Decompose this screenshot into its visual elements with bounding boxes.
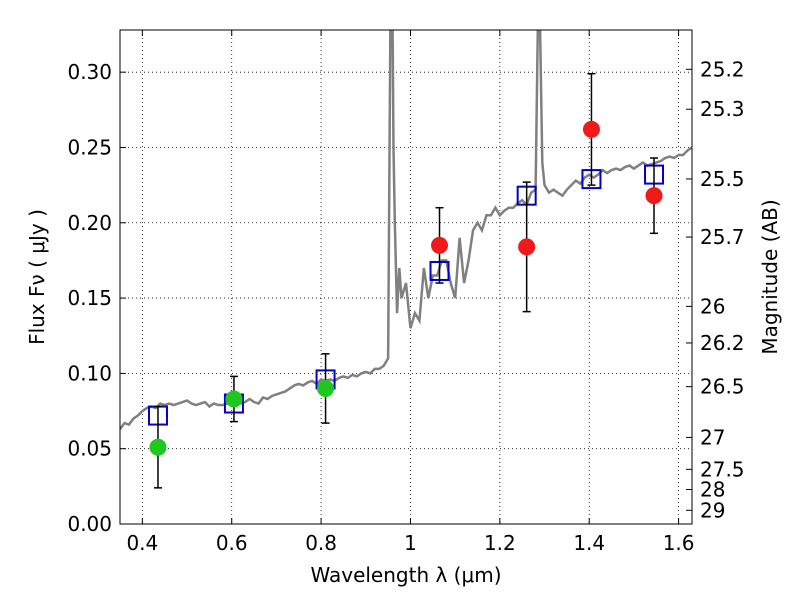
y-tick-label: 0.25 — [67, 135, 112, 159]
marker-layer — [147, 72, 665, 489]
x-tick-label: 0.4 — [126, 531, 158, 555]
right-tick-label: 26.5 — [700, 375, 745, 399]
y-tick-label: 0.05 — [67, 437, 112, 461]
x-tick-label: 0.6 — [216, 531, 248, 555]
observed-point-marker — [582, 120, 600, 138]
y-tick-label: 0.20 — [67, 211, 112, 235]
y-tick-label: 0.00 — [67, 512, 112, 536]
right-axis-label: Magnitude (AB) — [758, 199, 782, 354]
x-axis-label: Wavelength λ (μm) — [310, 563, 501, 587]
y-tick-label: 0.30 — [67, 60, 112, 84]
x-tick-label: 1.4 — [573, 531, 605, 555]
observed-point-marker — [225, 390, 243, 408]
spectrum-line-layer — [120, 30, 692, 430]
right-tick-label: 28 — [700, 478, 725, 502]
x-tick-label: 1 — [404, 531, 417, 555]
x-tick-label: 0.8 — [305, 531, 337, 555]
right-tick-label: 29 — [700, 498, 725, 522]
right-tick-label: 26.2 — [700, 331, 745, 355]
right-tick-label: 25.5 — [700, 167, 745, 191]
y-tick-label: 0.15 — [67, 286, 112, 310]
observed-point-marker — [149, 438, 167, 456]
tick-layer: 0.4 0.6 0.8 1 1.2 1.4 1.6 0.00 0.05 0.10 0.15 0.20 0… — [67, 30, 745, 555]
y-axis-label: Flux Fν ( μJy ) — [25, 209, 49, 345]
y-tick-label: 0.10 — [67, 361, 112, 385]
x-tick-label: 1.2 — [484, 531, 516, 555]
observed-point-marker — [645, 187, 663, 205]
right-tick-label: 25.7 — [700, 225, 745, 249]
plot-frame — [119, 29, 693, 525]
right-tick-label: 27 — [700, 425, 725, 449]
spectrum-line — [120, 30, 692, 430]
right-tick-label: 27.5 — [700, 457, 745, 481]
observed-point-marker — [431, 236, 449, 254]
grid — [120, 30, 692, 525]
right-tick-label: 26 — [700, 294, 725, 318]
right-tick-label: 25.2 — [700, 57, 745, 81]
x-tick-label: 1.6 — [663, 531, 695, 555]
observed-point-marker — [518, 238, 536, 256]
right-tick-label: 25.3 — [700, 97, 745, 121]
observed-point-marker — [317, 379, 335, 397]
